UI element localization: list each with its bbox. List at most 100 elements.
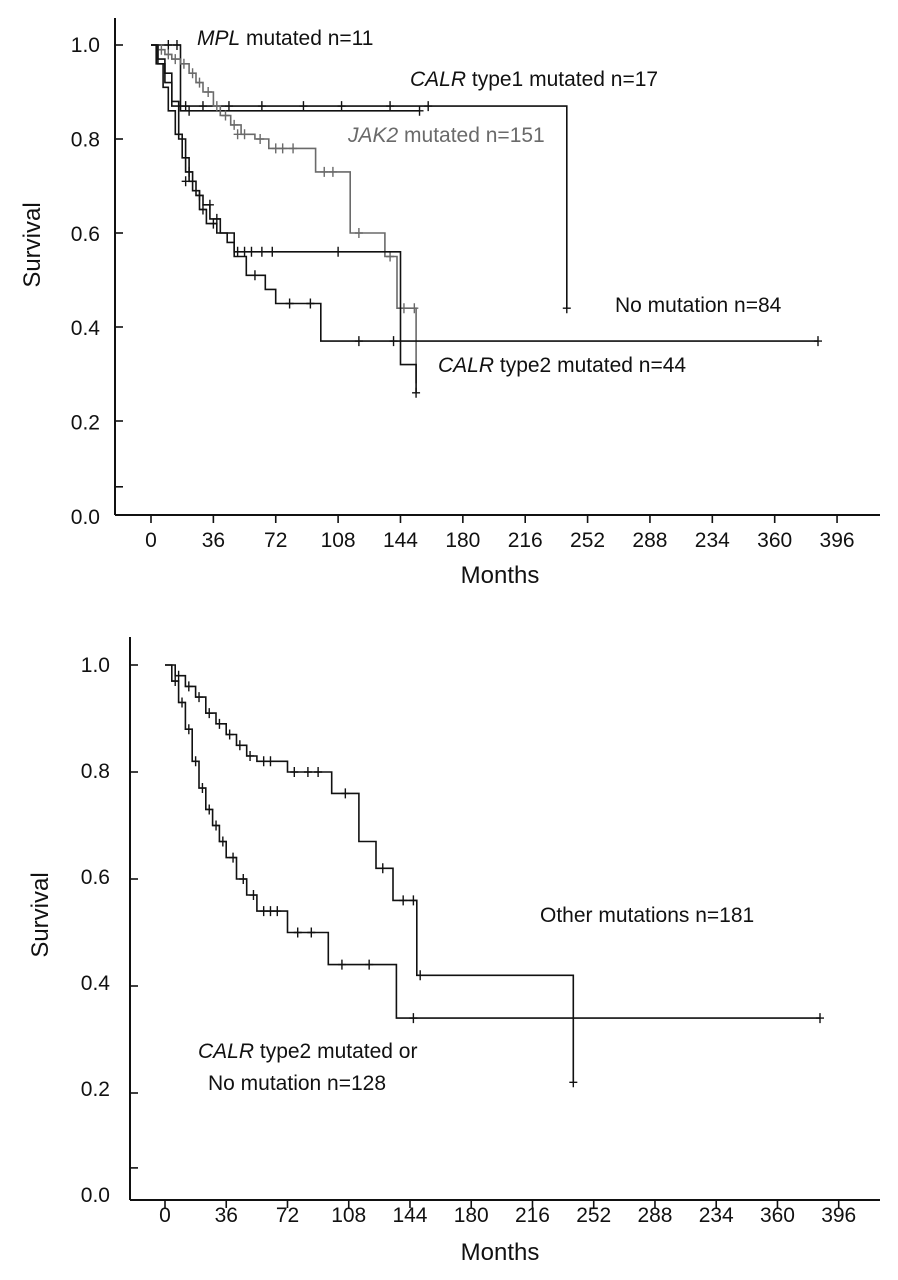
x-tick-labels: 0 36 72 108 144 180 216 252 288 234 360 396 [145, 529, 854, 552]
censor-mark [212, 213, 221, 224]
x-tick-label: 360 [760, 1204, 795, 1227]
censor-mark [225, 729, 234, 740]
x-tick-marks [164, 1200, 840, 1208]
x-tick-label: 72 [276, 1204, 299, 1227]
curve-other-mutations [165, 664, 575, 1083]
y-axis-title: Survival [27, 872, 54, 957]
y-tick-labels: 1.0 0.8 0.6 0.4 0.2 0.0 [81, 654, 111, 1207]
censor-mark [221, 110, 230, 121]
label-calr-type2-or-no-mutation: CALR type2 mutated or [198, 1040, 417, 1063]
censor-mark [195, 692, 204, 703]
x-tick-label: 72 [264, 529, 287, 552]
censor-mark [412, 387, 421, 398]
y-tick-label: 0.4 [81, 972, 111, 995]
censor-mark [212, 820, 221, 831]
label-other-mutations: Other mutations n=181 [540, 904, 754, 927]
curve-calr-type2 [151, 44, 417, 393]
label-calr2-rest: type2 mutated or [254, 1040, 417, 1063]
censor-mark [191, 756, 200, 767]
censor-mark [240, 246, 249, 257]
label-no-mutation-n128: No mutation n=128 [208, 1072, 386, 1095]
censor-mark [289, 143, 298, 154]
censor-mark [157, 44, 166, 55]
censor-mark [218, 836, 227, 847]
censor-mark [337, 101, 346, 112]
censor-mark [229, 852, 238, 863]
censor-mark [198, 101, 207, 112]
y-tick-label: 0.2 [81, 1078, 110, 1101]
censor-mark [233, 129, 242, 140]
top-survival-chart: 0 36 72 108 144 180 216 252 288 234 360 396 1.0 0.8 0… [19, 18, 880, 589]
label-calr2-gene: CALR [198, 1040, 254, 1063]
censor-mark [290, 767, 299, 777]
censor-mark [209, 218, 218, 229]
censor-mark [205, 804, 214, 815]
censor-mark [307, 927, 316, 938]
y-tick-label: 1.0 [71, 34, 100, 57]
y-tick-label: 1.0 [81, 654, 110, 677]
curve-mpl [151, 44, 420, 112]
censor-mark [365, 959, 374, 970]
censor-mark [257, 101, 266, 112]
label-no-mutation: No mutation n=84 [615, 294, 782, 317]
label-calr2-gene: CALR [438, 354, 494, 377]
x-tick-label: 0 [145, 529, 157, 552]
x-tick-label: 216 [508, 529, 543, 552]
censor-mark [198, 783, 207, 794]
censor-mark [569, 1077, 578, 1088]
censor-mark [266, 756, 275, 767]
label-mpl: MPL mutated n=11 [197, 27, 373, 50]
x-tick-label: 144 [392, 1204, 427, 1227]
censor-mark [386, 251, 395, 262]
y-axis-title: Survival [19, 202, 46, 287]
x-tick-label: 36 [202, 529, 225, 552]
censor-mark [293, 927, 302, 938]
censor-mark [249, 890, 258, 901]
censor-mark [334, 246, 343, 257]
censor-mark [354, 336, 363, 347]
censor-mark [204, 87, 213, 97]
censor-mark [314, 767, 323, 777]
label-calr2-rest: type2 mutated n=44 [494, 354, 686, 377]
censor-mark [410, 303, 419, 314]
censor-mark [235, 740, 244, 751]
curve-no-mutation [151, 44, 818, 342]
x-tick-label: 234 [695, 529, 730, 552]
censor-mark [257, 246, 266, 257]
censor-mark [337, 959, 346, 970]
censor-mark [164, 40, 173, 50]
y-tick-label: 0.4 [71, 317, 101, 340]
censor-mark [174, 670, 183, 681]
x-axis-title: Months [461, 1239, 540, 1266]
x-tick-label: 180 [454, 1204, 489, 1227]
censor-mark [179, 58, 188, 69]
censor-mark [215, 718, 224, 729]
x-tick-label: 0 [159, 1204, 171, 1227]
censor-mark [230, 119, 239, 130]
censor-mark [399, 895, 408, 906]
censor-mark [278, 143, 287, 154]
x-tick-label: 180 [445, 529, 480, 552]
censor-mark [268, 246, 277, 257]
censor-mark [247, 246, 256, 257]
label-calr-type2: CALR type2 mutated n=44 [438, 354, 686, 377]
censor-mark [195, 77, 204, 88]
censor-mark [562, 303, 571, 314]
censor-mark [816, 1013, 824, 1024]
x-tick-label: 396 [821, 1204, 856, 1227]
censor-mark [814, 336, 822, 347]
censor-mark [306, 298, 315, 309]
label-mpl-gene: MPL [197, 27, 240, 50]
y-tick-label: 0.0 [71, 506, 100, 529]
censor-mark [171, 54, 180, 65]
censor-mark [171, 676, 180, 687]
censor-mark [181, 176, 190, 187]
censor-mark [164, 49, 173, 60]
censor-mark [239, 874, 248, 884]
y-tick-marks [115, 44, 123, 488]
curve-jak2 [151, 44, 417, 384]
y-tick-label: 0.6 [81, 866, 110, 889]
censor-mark [172, 40, 181, 50]
curve-calr-type2-mutated-or-no-mutation [165, 664, 820, 1019]
